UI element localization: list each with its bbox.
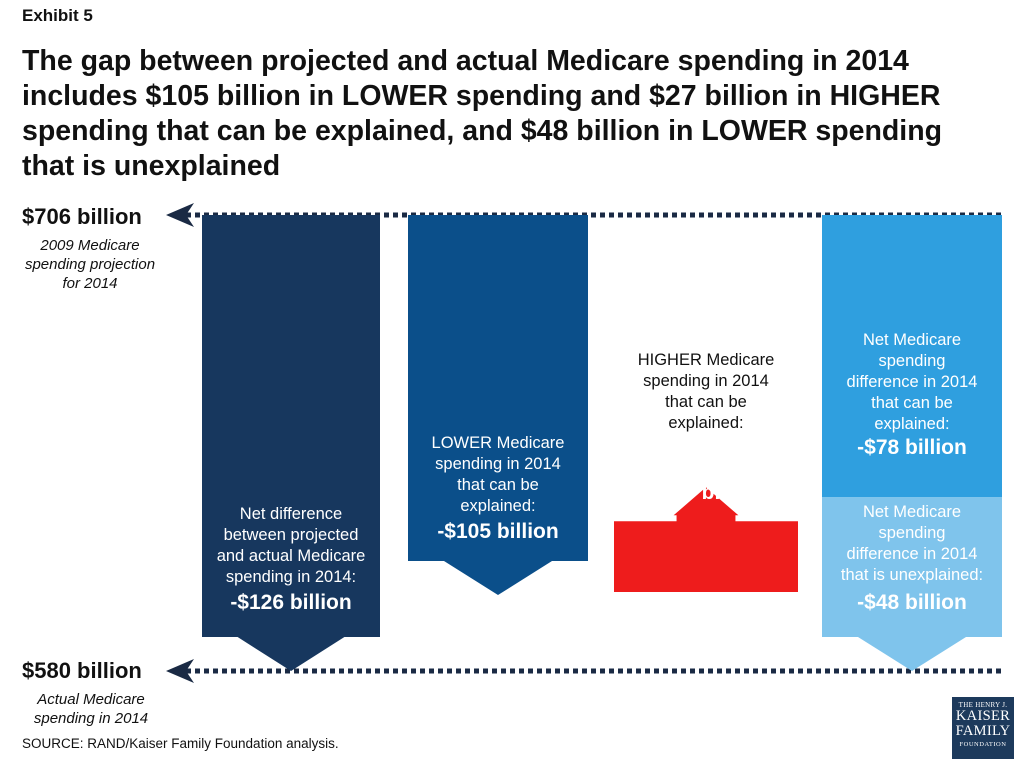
bar-label-line: Net difference [239,505,343,523]
projection-amount: $706 billion [22,204,142,229]
logo-line: FAMILY [955,723,1011,739]
kaiser-logo: THE HENRY J. KAISER FAMILY FOUNDATION [952,697,1014,759]
actual-description: Actual Medicare spending in 2014 [8,690,174,728]
logo-line: THE HENRY J. [958,701,1008,709]
title-line: The gap between projected and actual Med… [22,45,909,77]
bar-label-line: that can be [457,476,539,494]
bar-net-difference [202,215,380,671]
logo-line: KAISER [955,708,1011,724]
projection-desc-line: 2009 Medicare [40,237,140,254]
bar-label-line: HIGHER Medicare [637,351,775,369]
bar-value: +$27 billion [648,481,764,504]
bar-value: -$78 billion [857,436,967,459]
bar-label-line: difference in 2014 [846,545,978,563]
bar-value: -$126 billion [230,591,352,614]
bar-label-line: and actual Medicare [216,547,366,565]
bar-net-unexplained-label: Net Medicare spending difference in 2014… [822,502,1002,613]
bar-higher-explained [614,487,798,592]
bar-net-difference-label: Net difference between projected and act… [202,504,380,613]
bar-lower-explained [408,215,588,595]
bar-label-line: spending in 2014 [435,455,561,473]
bar-label-line: explained: [874,415,950,433]
bar-label-line: spending in 2014 [643,372,769,390]
bar-higher-explained-value: +$27 billion [614,482,798,503]
title-line: that is unexplained [22,150,281,182]
bar-label-line: that can be [665,393,747,411]
projection-description: 2009 Medicare spending projection for 20… [2,236,178,293]
bar-label-line: spending [878,524,946,542]
bar-net-explained [822,215,1002,498]
bar-label-line: Net Medicare [862,331,962,349]
bar-label-line: that can be [871,394,953,412]
logo-line: FOUNDATION [959,741,1007,748]
bar-label-line: Net Medicare [862,503,962,521]
bar-higher-explained-label: HIGHER Medicare spending in 2014 that ca… [614,350,798,434]
actual-amount: $580 billion [22,658,142,683]
bar-value: -$48 billion [857,591,967,614]
projection-arrowhead-icon [166,203,194,227]
bar-label-line: spending [878,352,946,370]
bar-value: -$105 billion [437,520,559,543]
title-line: spending that can be explained, and $48 … [22,115,943,147]
projection-desc-line: spending projection [24,256,156,273]
bar-label-line: between projected [223,526,359,544]
source-note: SOURCE: RAND/Kaiser Family Foundation an… [22,736,339,751]
bar-net-explained-label: Net Medicare spending difference in 2014… [822,330,1002,458]
actual-desc-line: spending in 2014 [33,710,149,727]
bar-label-line: explained: [460,497,536,515]
bar-net-unexplained [822,497,1002,671]
bar-label-line: explained: [668,414,744,432]
bar-label-line: difference in 2014 [846,373,978,391]
chart-title: The gap between projected and actual Med… [22,44,997,184]
actual-arrowhead-icon [166,659,194,683]
exhibit-label: Exhibit 5 [22,6,93,25]
projection-desc-line: for 2014 [62,275,118,292]
bar-label-line: that is unexplained: [840,566,984,584]
bar-lower-explained-label: LOWER Medicare spending in 2014 that can… [408,433,588,542]
actual-desc-line: Actual Medicare [37,691,145,708]
bar-label-line: spending in 2014: [225,568,357,586]
title-line: includes $105 billion in LOWER spending … [22,80,941,112]
bar-label-line: LOWER Medicare [431,434,565,452]
